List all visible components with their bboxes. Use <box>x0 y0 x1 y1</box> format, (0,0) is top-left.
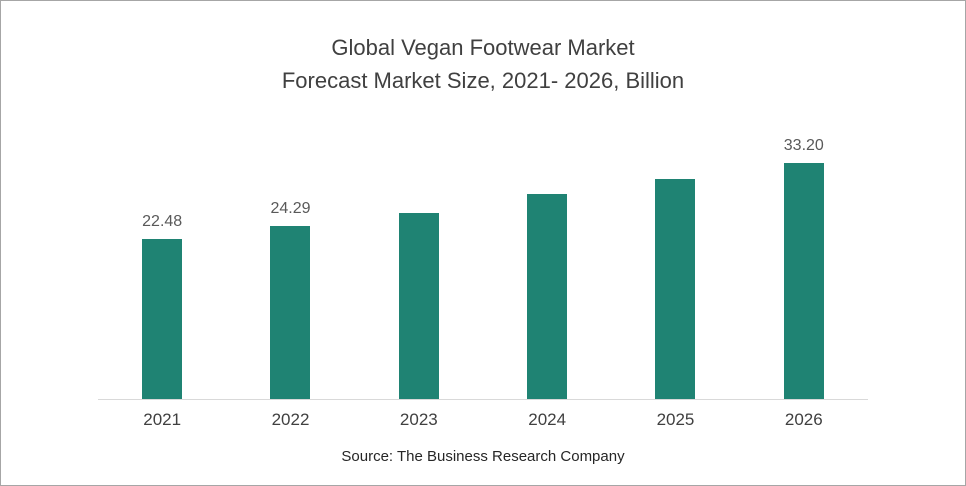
x-axis-label: 2023 <box>399 410 438 429</box>
bar-column: 33.20 <box>740 137 868 399</box>
source-caption: Source: The Business Research Company <box>341 448 625 465</box>
bar-column: 24.29 <box>226 200 354 399</box>
bar-value-label: 33.20 <box>783 137 824 154</box>
bar <box>270 226 311 399</box>
bar-column <box>355 187 483 399</box>
bar-column <box>611 153 739 399</box>
bar-value-label: 22.48 <box>142 213 183 230</box>
bar <box>783 163 824 399</box>
x-axis-label: 2022 <box>271 410 310 429</box>
chart-title-line-1: Global Vegan Footwear Market <box>331 35 635 60</box>
x-axis-label: 2025 <box>656 410 695 429</box>
bar-column <box>483 168 611 399</box>
bar <box>527 194 568 399</box>
bar <box>655 179 696 399</box>
x-axis-label: 2026 <box>784 410 823 429</box>
x-axis-label: 2021 <box>143 410 182 429</box>
bar <box>398 213 439 399</box>
chart-title: Global Vegan Footwear Market Forecast Ma… <box>1 31 965 97</box>
x-labels: 2021 2022 2023 2024 2025 2026 <box>98 410 868 430</box>
bar-column: 22.48 <box>98 213 226 399</box>
plot: 22.48 24.29 33.20 <box>98 134 868 400</box>
plot-area: 22.48 24.29 33.20 2021 2022 2023 2024 2025 2026 <box>98 134 868 430</box>
x-axis-label: 2024 <box>528 410 567 429</box>
bar-value-label: 24.29 <box>270 200 311 217</box>
bar <box>142 239 183 399</box>
chart-title-line-2: Forecast Market Size, 2021- 2026, Billio… <box>281 68 685 93</box>
